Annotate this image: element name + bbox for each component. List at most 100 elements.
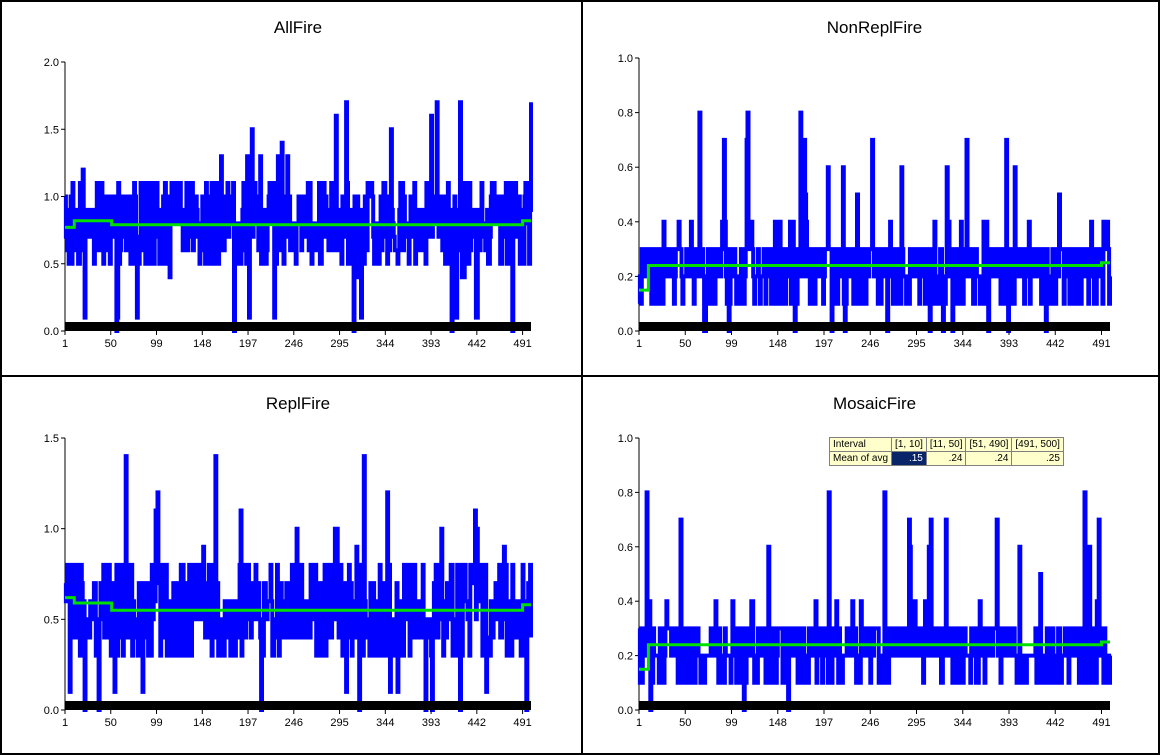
y-tick-label: 0.5 — [44, 614, 59, 626]
x-tick-label: 393 — [1000, 338, 1018, 350]
x-tick-label: 344 — [376, 717, 394, 729]
y-tick-label: 1.5 — [44, 433, 59, 445]
x-tick-label: 295 — [330, 717, 348, 729]
average-step-line — [639, 261, 1110, 292]
x-tick-label: 99 — [725, 717, 737, 729]
y-tick-label: 0.2 — [618, 651, 633, 663]
x-tick-label: 491 — [1092, 338, 1110, 350]
x-tick-label: 295 — [907, 717, 925, 729]
runs-series-line — [63, 454, 533, 712]
x-tick-label: 148 — [769, 338, 787, 350]
x-tick-label: 491 — [513, 717, 531, 729]
x-tick-label: 246 — [861, 717, 879, 729]
x-tick-label: 197 — [815, 338, 833, 350]
table-row-label: Interval — [828, 437, 893, 452]
x-axis-bar — [639, 701, 1110, 710]
table-cell: .25 — [1011, 451, 1064, 466]
x-tick-label: 344 — [954, 717, 972, 729]
divider-horizontal — [0, 375, 1160, 377]
x-tick-label: 50 — [679, 338, 691, 350]
average-step-line — [65, 596, 531, 612]
chart-title: ReplFire — [266, 394, 330, 413]
x-tick-label: 1 — [636, 338, 642, 350]
y-tick-label: 0.0 — [44, 705, 59, 717]
y-tick-label: 0.2 — [618, 271, 633, 283]
y-tick-label: 0.0 — [44, 326, 59, 338]
table-cell[interactable]: .15 — [891, 451, 927, 466]
chart-svg: NonReplFire 0.0 0.2 0.4 0.6 0.8 1.0 1 50 99 148 197… — [618, 18, 1112, 350]
x-tick-label: 442 — [468, 338, 486, 350]
border-left — [0, 0, 2, 755]
y-tick-label: 0.0 — [618, 705, 633, 717]
x-tick-label: 491 — [1092, 717, 1110, 729]
x-tick-label: 393 — [422, 338, 440, 350]
y-tick-label: 1.0 — [44, 524, 59, 536]
x-tick-label: 246 — [861, 338, 879, 350]
chart-title: MosaicFire — [833, 394, 916, 413]
table-cell: .24 — [965, 451, 1013, 466]
chart-panel-nonreplfire: NonReplFire 0.0 0.2 0.4 0.6 0.8 1.0 1 50 99 148 197… — [582, 0, 1160, 376]
y-tick-label: 1.0 — [618, 433, 633, 445]
x-tick-label: 148 — [193, 717, 211, 729]
y-tick-label: 0.0 — [618, 326, 633, 338]
x-tick-label: 1 — [636, 717, 642, 729]
chart-svg: MosaicFire 0.0 0.2 0.4 0.6 0.8 1.0 1 50 99 148 197 2… — [618, 394, 1112, 729]
x-tick-label: 50 — [105, 717, 117, 729]
chart-title: NonReplFire — [827, 18, 922, 37]
x-tick-label: 1 — [62, 338, 68, 350]
x-tick-label: 295 — [907, 338, 925, 350]
chart-panel-allfire: AllFire 0.0 0.5 1.0 1.5 2.0 1 50 99 148 197 246 295 3… — [0, 0, 582, 376]
table-column-header: [11, 50] — [925, 437, 967, 452]
y-tick-label: 0.6 — [618, 542, 633, 554]
table-row: Interval [1, 10] [11, 50] [51, 490] [491, 50… — [828, 437, 1064, 452]
table-column-header: [491, 500] — [1011, 437, 1064, 452]
x-tick-label: 393 — [422, 717, 440, 729]
x-tick-label: 393 — [1000, 717, 1018, 729]
x-tick-label: 246 — [285, 338, 303, 350]
x-tick-label: 1 — [62, 717, 68, 729]
chart-svg: ReplFire 0.0 0.5 1.0 1.5 1 50 99 148 197 246 295 344… — [44, 394, 533, 729]
y-tick-label: 1.0 — [618, 53, 633, 65]
chart-panel-replfire: ReplFire 0.0 0.5 1.0 1.5 1 50 99 148 197 246 295 344… — [0, 376, 582, 755]
y-tick-label: 2.0 — [44, 57, 59, 69]
average-step-line — [639, 640, 1110, 671]
table-row-label: Mean of avg — [828, 451, 893, 466]
border-right — [1158, 0, 1160, 755]
y-tick-label: 0.5 — [44, 259, 59, 271]
y-tick-label: 0.8 — [618, 487, 633, 499]
border-bottom — [0, 753, 1160, 755]
runs-series-line — [637, 490, 1112, 712]
y-tick-label: 0.6 — [618, 162, 633, 174]
x-tick-label: 197 — [815, 717, 833, 729]
runs-series-line — [637, 110, 1112, 333]
runs-series-line — [63, 100, 533, 333]
x-tick-label: 197 — [239, 717, 257, 729]
x-tick-label: 50 — [105, 338, 117, 350]
x-tick-label: 246 — [285, 717, 303, 729]
x-tick-label: 344 — [954, 338, 972, 350]
x-tick-label: 148 — [193, 338, 211, 350]
x-tick-label: 99 — [725, 338, 737, 350]
chart-title: AllFire — [274, 18, 322, 37]
x-axis-bar — [65, 701, 531, 710]
x-tick-label: 442 — [1046, 338, 1064, 350]
x-tick-label: 442 — [468, 717, 486, 729]
y-tick-label: 1.5 — [44, 124, 59, 136]
x-tick-label: 295 — [330, 338, 348, 350]
x-tick-label: 344 — [376, 338, 394, 350]
border-top — [0, 0, 1160, 2]
chart-svg: AllFire 0.0 0.5 1.0 1.5 2.0 1 50 99 148 197 246 295 3… — [44, 18, 533, 350]
x-tick-label: 148 — [769, 717, 787, 729]
table-column-header: [1, 10] — [891, 437, 927, 452]
x-tick-label: 442 — [1046, 717, 1064, 729]
y-tick-label: 0.4 — [618, 596, 633, 608]
x-tick-label: 491 — [513, 338, 531, 350]
x-tick-label: 50 — [679, 717, 691, 729]
y-tick-label: 1.0 — [44, 192, 59, 204]
divider-vertical — [581, 0, 583, 755]
table-cell: .24 — [925, 451, 967, 466]
table-row: Mean of avg .15.24.24.25 — [828, 451, 1064, 466]
x-tick-label: 197 — [239, 338, 257, 350]
interval-mean-table: Interval [1, 10] [11, 50] [51, 490] [491, 50… — [828, 437, 1064, 466]
